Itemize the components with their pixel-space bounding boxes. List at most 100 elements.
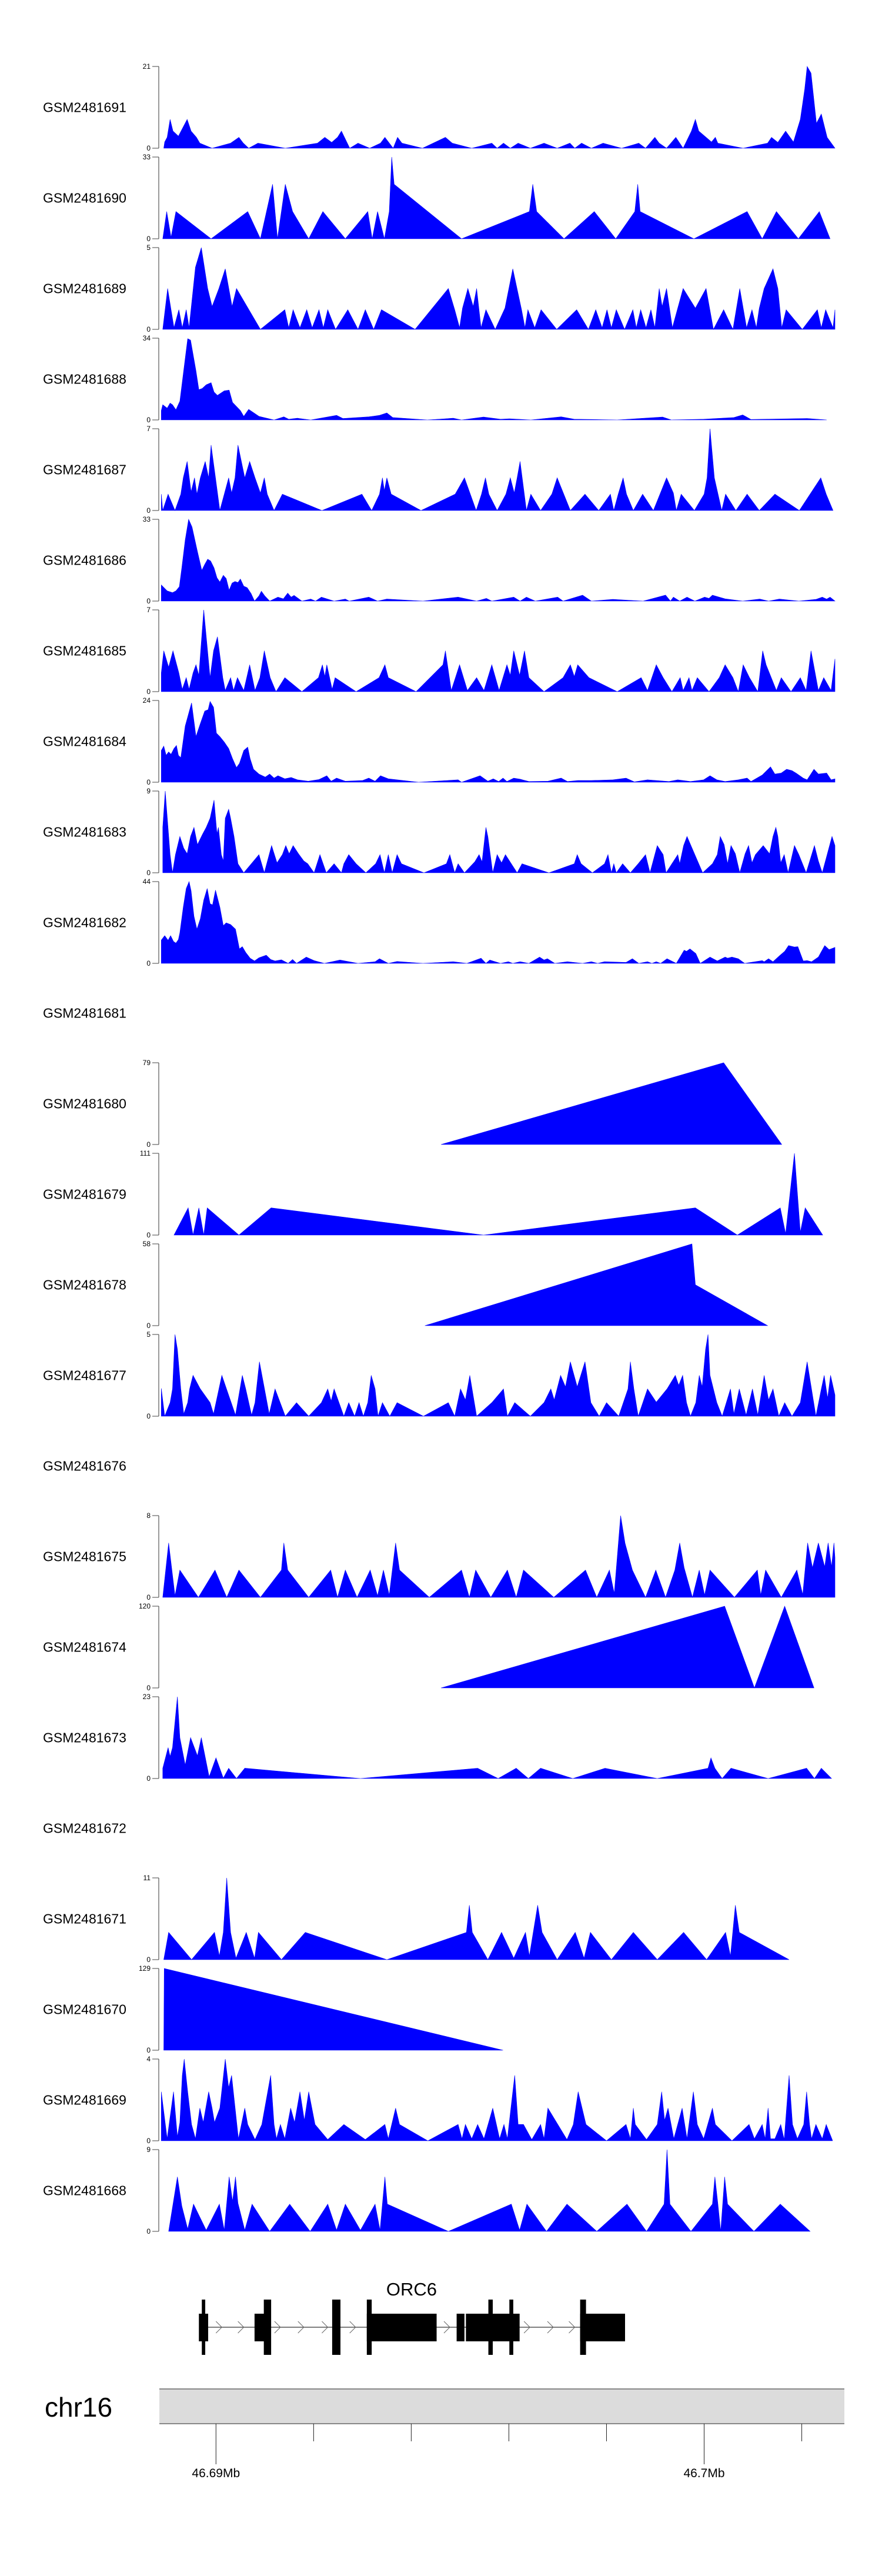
- coverage-area: [162, 156, 831, 239]
- track-label: GSM2481669: [43, 2092, 126, 2107]
- track-label: GSM2481689: [43, 281, 126, 296]
- y-axis-min-label: 0: [146, 2227, 151, 2235]
- y-axis-max-label: 4: [146, 2055, 151, 2063]
- y-axis-min-label: 0: [146, 325, 151, 333]
- coverage-area: [440, 1606, 814, 1689]
- coverage-area: [161, 518, 836, 602]
- coverage-track: 58 0: [143, 1240, 769, 1330]
- coverage-track: 79 0: [143, 1059, 783, 1149]
- strand-arrow-icon: [238, 2321, 245, 2334]
- coverage-area: [162, 247, 836, 330]
- y-axis-max-label: 7: [146, 425, 151, 433]
- exon: [263, 2300, 272, 2355]
- track-label: GSM2481681: [43, 1005, 126, 1020]
- track-label: GSM2481688: [43, 371, 126, 386]
- track-label: GSM2481678: [43, 1277, 126, 1292]
- exon: [488, 2300, 493, 2355]
- y-axis-min-label: 0: [146, 1684, 151, 1692]
- coverage-track: 90: [146, 2145, 811, 2235]
- strand-arrow-icon: [443, 2321, 450, 2334]
- track-label: GSM2481676: [43, 1458, 126, 1473]
- coverage-track: 24 0: [143, 696, 836, 786]
- coverage-area: [161, 338, 827, 421]
- track-label: GSM2481687: [43, 462, 126, 477]
- coverage-track: 34 0: [143, 334, 827, 424]
- track-label: GSM2481673: [43, 1730, 126, 1745]
- coverage-area: [162, 1515, 836, 1599]
- track-label: GSM2481674: [43, 1639, 126, 1654]
- track-label: GSM2481670: [43, 2001, 126, 2017]
- track-label: GSM2481686: [43, 552, 126, 568]
- y-axis-min-label: 0: [146, 1412, 151, 1420]
- coverage-area: [162, 790, 836, 874]
- y-axis-min-label: 0: [146, 1956, 151, 1964]
- track-label: GSM2481683: [43, 824, 126, 839]
- coverage-track: 44 0: [143, 877, 836, 967]
- y-axis-min-label: 0: [146, 959, 151, 967]
- exon: [456, 2314, 465, 2341]
- y-axis-min-label: 0: [146, 506, 151, 515]
- track-label: GSM2481684: [43, 733, 126, 749]
- track-label: GSM2481679: [43, 1186, 126, 1202]
- y-axis-min-label: 0: [146, 1231, 151, 1239]
- coverage-area: [161, 700, 836, 783]
- strand-arrow-icon: [569, 2321, 576, 2334]
- y-axis-min-label: 0: [146, 1593, 151, 1601]
- y-axis-min-label: 0: [146, 144, 151, 152]
- y-axis-min-label: 0: [146, 688, 151, 696]
- coverage-track: 90: [146, 787, 836, 877]
- y-axis-min-label: 0: [146, 597, 151, 605]
- coverage-area: [161, 1334, 836, 1417]
- coverage-track: 21 0: [143, 62, 836, 152]
- coverage-track: 70: [146, 606, 836, 696]
- y-axis-min-label: 0: [146, 2046, 151, 2054]
- coverage-track: 70: [146, 425, 834, 515]
- y-axis-min-label: 0: [146, 1322, 151, 1330]
- y-axis-max-label: 7: [146, 606, 151, 614]
- y-axis-max-label: 44: [143, 877, 151, 886]
- track-label: GSM2481671: [43, 1911, 126, 1926]
- y-axis-max-label: 8: [146, 1511, 151, 1520]
- axis-tick-label: 46.7Mb: [683, 2467, 724, 2480]
- chromosome-label: chr16: [45, 2392, 113, 2422]
- y-axis-max-label: 129: [139, 1964, 151, 1973]
- exon: [509, 2300, 513, 2355]
- y-axis-min-label: 0: [146, 1140, 151, 1149]
- strand-arrow-icon: [298, 2321, 305, 2334]
- coverage-track: 33 0: [143, 153, 831, 243]
- y-axis-max-label: 33: [143, 515, 151, 523]
- y-axis-max-label: 23: [143, 1693, 151, 1701]
- strand-arrow-icon: [322, 2321, 329, 2334]
- y-axis-max-label: 120: [139, 1602, 151, 1610]
- strand-arrow-icon: [215, 2321, 222, 2334]
- y-axis-max-label: 9: [146, 787, 151, 795]
- coverage-area: [440, 1062, 783, 1145]
- y-axis-max-label: 9: [146, 2145, 151, 2154]
- exon: [580, 2314, 626, 2341]
- coverage-area: [163, 66, 836, 149]
- y-axis-max-label: 24: [143, 696, 151, 705]
- coverage-area: [163, 1968, 503, 2051]
- coverage-area: [161, 881, 836, 964]
- y-axis-max-label: 5: [146, 243, 151, 252]
- coverage-track: 129 0: [139, 1964, 503, 2054]
- track-label: GSM2481677: [43, 1367, 126, 1383]
- y-axis-min-label: 0: [146, 2137, 151, 2145]
- track-label: GSM2481685: [43, 643, 126, 658]
- track-label: GSM2481672: [43, 1820, 126, 1836]
- track-label: GSM2481680: [43, 1096, 126, 1111]
- coverage-track: 50: [146, 1330, 836, 1420]
- y-axis-min-label: 0: [146, 1774, 151, 1783]
- exon: [202, 2300, 206, 2355]
- axis-tick-label: 46.69Mb: [192, 2467, 240, 2480]
- y-axis-max-label: 33: [143, 153, 151, 161]
- exon: [366, 2314, 437, 2341]
- y-axis-min-label: 0: [146, 416, 151, 424]
- track-label: GSM2481690: [43, 190, 126, 205]
- genome-axis: 46.69Mb 46.7Mb: [159, 2388, 844, 2480]
- track-label: GSM2481682: [43, 915, 126, 930]
- coverage-track: 80: [146, 1511, 836, 1601]
- y-axis-max-label: 111: [140, 1149, 151, 1157]
